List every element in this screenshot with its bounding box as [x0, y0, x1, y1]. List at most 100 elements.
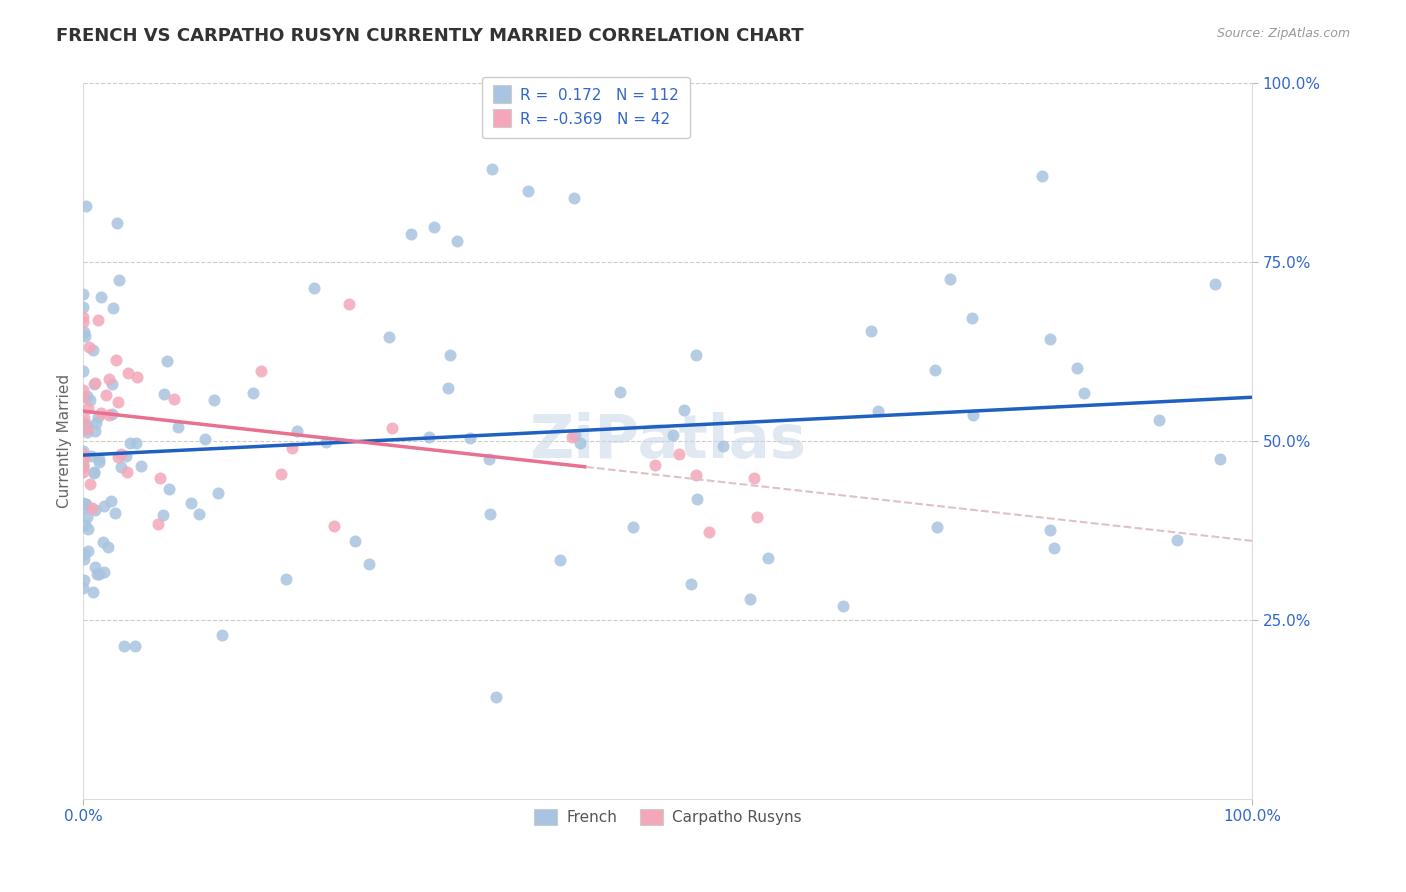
Point — [72, 286, 94, 301]
Point — [124, 640, 146, 654]
Point — [149, 471, 172, 485]
Point — [72, 310, 94, 324]
Point — [76, 417, 98, 432]
Point — [609, 384, 631, 399]
Point — [832, 599, 855, 613]
Point — [439, 348, 461, 362]
Point — [72, 443, 94, 458]
Point — [90, 291, 112, 305]
Point — [681, 577, 703, 591]
Point — [79, 392, 101, 407]
Point — [738, 591, 761, 606]
Point — [163, 392, 186, 407]
Point — [89, 406, 111, 420]
Point — [156, 354, 179, 368]
Point — [83, 377, 105, 392]
Point — [146, 517, 169, 532]
Point — [72, 383, 94, 397]
Point — [202, 393, 225, 408]
Point — [72, 465, 94, 479]
Point — [87, 452, 110, 467]
Point — [868, 404, 890, 418]
Point — [72, 315, 94, 329]
Point — [105, 216, 128, 230]
Point — [73, 417, 96, 432]
Point — [89, 455, 111, 469]
Point — [446, 234, 468, 248]
Point — [72, 496, 94, 510]
Point — [662, 428, 685, 442]
Point — [711, 440, 734, 454]
Point — [82, 343, 104, 358]
Point — [1031, 169, 1053, 184]
Point — [83, 503, 105, 517]
Point — [83, 466, 105, 480]
Point — [87, 567, 110, 582]
Point — [91, 534, 114, 549]
Point — [621, 520, 644, 534]
Point — [86, 567, 108, 582]
Point — [337, 297, 360, 311]
Point — [1204, 277, 1226, 292]
Point — [129, 458, 152, 473]
Point — [75, 198, 97, 212]
Point — [938, 272, 960, 286]
Point — [101, 407, 124, 421]
Point — [72, 450, 94, 465]
Point — [377, 330, 399, 344]
Point — [561, 430, 583, 444]
Point — [104, 506, 127, 520]
Point — [115, 465, 138, 479]
Point — [105, 353, 128, 368]
Point — [1039, 332, 1062, 346]
Point — [72, 447, 94, 461]
Point — [72, 364, 94, 378]
Point — [211, 628, 233, 642]
Point — [83, 424, 105, 438]
Point — [925, 520, 948, 534]
Point — [962, 310, 984, 325]
Point — [76, 422, 98, 436]
Point — [152, 508, 174, 522]
Point — [315, 434, 337, 449]
Text: FRENCH VS CARPATHO RUSYN CURRENTLY MARRIED CORRELATION CHART: FRENCH VS CARPATHO RUSYN CURRENTLY MARRI… — [56, 27, 804, 45]
Point — [381, 421, 404, 435]
Point — [685, 349, 707, 363]
Point — [75, 497, 97, 511]
Point — [100, 493, 122, 508]
Point — [180, 495, 202, 509]
Point — [76, 425, 98, 439]
Point — [87, 410, 110, 425]
Point — [79, 476, 101, 491]
Point — [742, 471, 765, 485]
Legend: French, Carpatho Rusyns: French, Carpatho Rusyns — [524, 800, 811, 834]
Point — [1066, 361, 1088, 376]
Point — [481, 162, 503, 177]
Point — [562, 191, 585, 205]
Text: ZiPatlas: ZiPatlas — [529, 411, 807, 471]
Text: Source: ZipAtlas.com: Source: ZipAtlas.com — [1216, 27, 1350, 40]
Point — [437, 381, 460, 395]
Point — [107, 450, 129, 464]
Point — [458, 431, 481, 445]
Point — [73, 411, 96, 425]
Point — [73, 573, 96, 587]
Point — [274, 572, 297, 586]
Point — [478, 452, 501, 467]
Point — [516, 184, 538, 198]
Point — [281, 441, 304, 455]
Point — [79, 449, 101, 463]
Point — [127, 370, 149, 384]
Point — [72, 459, 94, 474]
Point — [107, 395, 129, 409]
Y-axis label: Currently Married: Currently Married — [58, 374, 72, 508]
Point — [644, 458, 666, 473]
Point — [322, 518, 344, 533]
Point — [699, 524, 721, 539]
Point — [76, 522, 98, 536]
Point — [1147, 412, 1170, 426]
Point — [1039, 523, 1062, 537]
Point — [110, 447, 132, 461]
Point — [82, 501, 104, 516]
Point — [73, 518, 96, 533]
